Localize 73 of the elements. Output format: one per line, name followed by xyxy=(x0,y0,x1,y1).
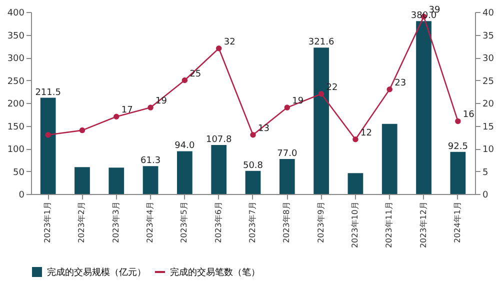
y2-tick-label: 30 xyxy=(482,54,494,64)
data-label: 17 xyxy=(121,106,133,116)
point xyxy=(250,132,256,138)
data-label: 107.8 xyxy=(206,134,232,145)
bar xyxy=(245,170,261,194)
data-label: 61.3 xyxy=(140,156,161,166)
x-tick-label: 2024年1月 xyxy=(452,202,462,243)
y2-tick-label: 35 xyxy=(482,31,494,42)
data-label: 77.0 xyxy=(277,148,298,159)
y2-tick-label: 10 xyxy=(482,145,494,155)
x-tick-label: 2023年1月 xyxy=(43,202,52,243)
y2-tick-label: 15 xyxy=(482,122,494,132)
bar xyxy=(382,124,398,194)
x-tick-label: 2023年4月 xyxy=(146,202,155,243)
point xyxy=(318,91,324,97)
x-tick-label: 2023年9月 xyxy=(316,202,326,243)
x-tick-label: 2023年8月 xyxy=(282,202,292,243)
point xyxy=(148,104,154,110)
bar xyxy=(74,167,90,194)
legend-label: 完成的交易规模（亿元） xyxy=(47,267,146,278)
y-tick-label: 400 xyxy=(7,8,25,18)
y-tick-label: 200 xyxy=(7,100,25,110)
y2-tick-label: 40 xyxy=(482,8,494,18)
data-label: 321.6 xyxy=(308,38,334,48)
data-label: 16 xyxy=(462,110,475,120)
y-tick-label: 100 xyxy=(7,145,25,155)
data-label: 19 xyxy=(156,96,168,107)
y2-tick-label: 20 xyxy=(482,100,494,110)
bar xyxy=(40,98,56,194)
bar xyxy=(279,158,295,194)
bar xyxy=(348,173,364,194)
x-tick-label: 2023年3月 xyxy=(111,202,120,243)
y2-tick-label: 0 xyxy=(482,190,488,200)
bar xyxy=(450,152,466,194)
data-label: 25 xyxy=(190,69,202,80)
x-tick-label: 2023年5月 xyxy=(180,202,189,243)
y-tick-label: 0 xyxy=(18,190,25,200)
x-tick-label: 2023年10月 xyxy=(350,202,360,248)
y-tick-label: 50 xyxy=(13,168,25,178)
point xyxy=(284,104,290,110)
point xyxy=(386,86,392,92)
point xyxy=(114,114,120,120)
data-label: 12 xyxy=(360,128,372,138)
data-label: 94.0 xyxy=(174,141,195,152)
data-label: 92.5 xyxy=(448,142,468,152)
y-tick-label: 150 xyxy=(7,122,25,132)
data-label: 13 xyxy=(258,124,270,134)
point xyxy=(455,118,461,124)
bar xyxy=(416,21,432,194)
point xyxy=(216,46,222,52)
data-label: 211.5 xyxy=(35,88,61,98)
bar xyxy=(177,151,192,194)
bar xyxy=(142,166,158,194)
point xyxy=(45,132,51,138)
x-tick-label: 2023年6月 xyxy=(214,202,223,243)
y2-tick-label: 5 xyxy=(482,168,488,178)
point xyxy=(352,136,358,142)
y-tick-label: 350 xyxy=(7,31,25,42)
point xyxy=(182,77,188,84)
bar xyxy=(108,168,124,194)
x-tick-label: 2023年2月 xyxy=(77,202,86,243)
data-label: 23 xyxy=(394,78,406,88)
x-tick-label: 2023年11月 xyxy=(384,202,394,248)
data-label: 50.8 xyxy=(242,160,264,171)
y2-tick-label: 25 xyxy=(482,76,494,87)
point xyxy=(79,127,86,134)
y-tick-label: 300 xyxy=(7,54,25,64)
data-label: 32 xyxy=(224,37,236,48)
bar xyxy=(211,144,227,194)
y-tick-label: 250 xyxy=(7,76,25,87)
legend-label: 完成的交易笔数（笔） xyxy=(170,267,260,278)
x-tick-label: 2023年7月 xyxy=(248,202,257,243)
x-tick-label: 2023年12月 xyxy=(418,202,428,248)
